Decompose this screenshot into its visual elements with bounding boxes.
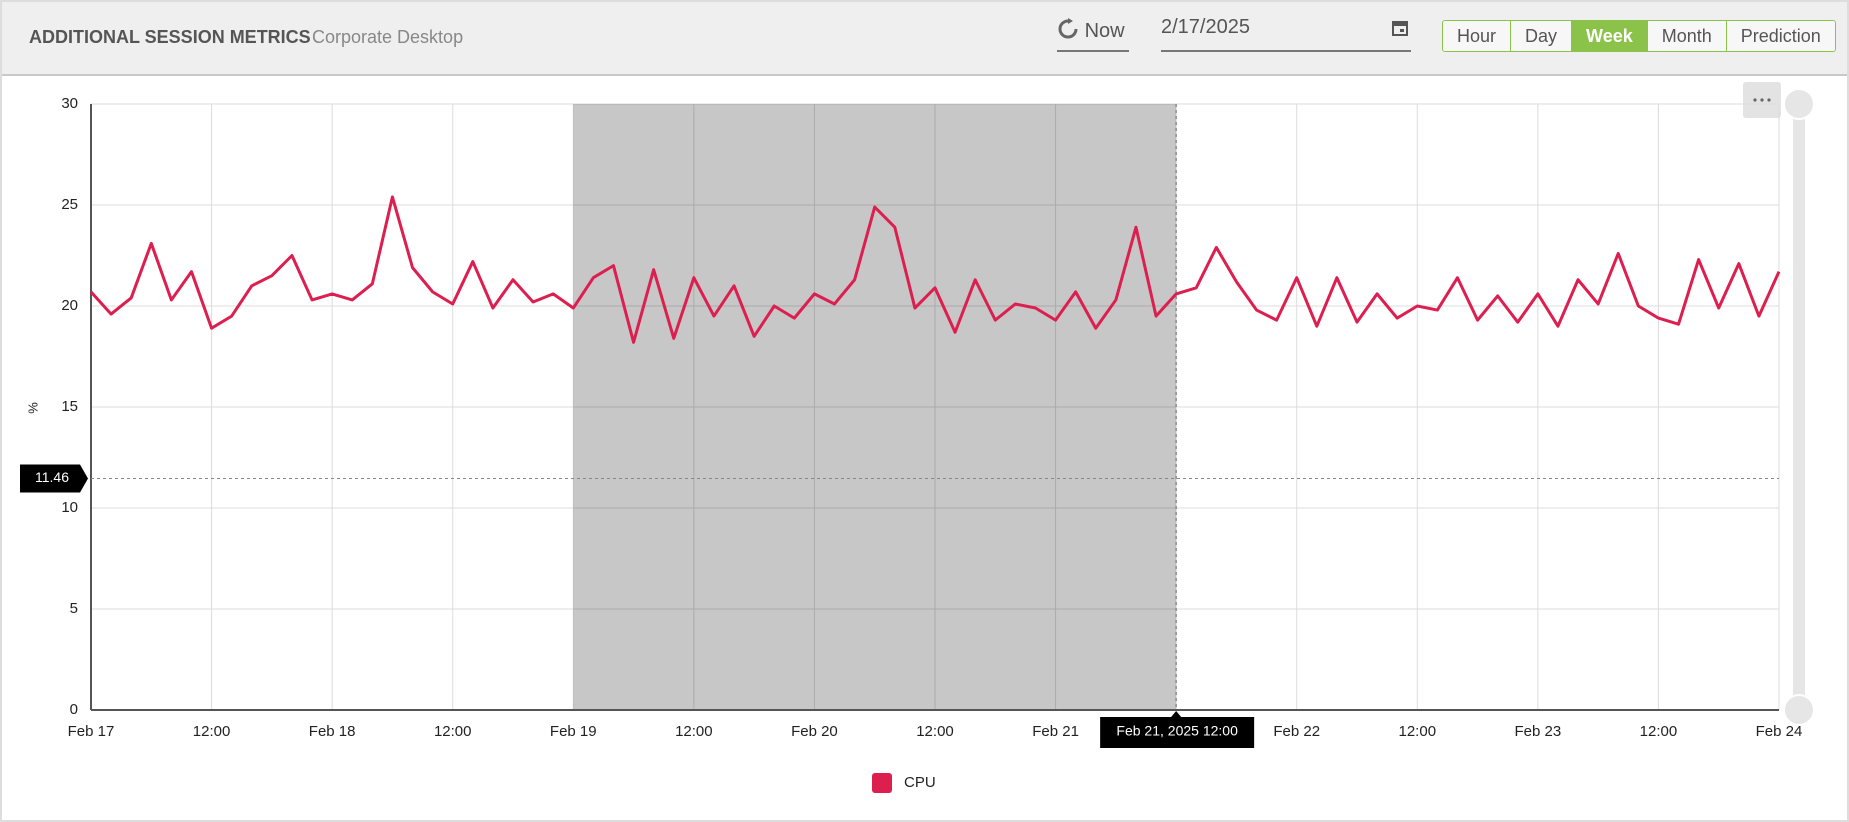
y-axis-label: % bbox=[25, 402, 40, 414]
refresh-icon bbox=[1058, 18, 1078, 39]
x-tick-label: Feb 17 bbox=[68, 723, 115, 740]
x-tick-label: 12:00 bbox=[916, 723, 954, 740]
legend-swatch bbox=[872, 773, 892, 793]
range-button[interactable]: Week bbox=[1572, 21, 1648, 51]
scroll-handle[interactable] bbox=[1783, 88, 1815, 120]
range-button[interactable]: Month bbox=[1647, 21, 1727, 51]
range-buttons: Hour Day Week Month Prediction bbox=[1442, 20, 1836, 52]
y-tick-label: 10 bbox=[61, 499, 78, 516]
x-tick-label: Feb 21 bbox=[1032, 723, 1079, 740]
series-line bbox=[89, 195, 1781, 344]
crosshair-y-tag bbox=[20, 464, 88, 493]
range-button[interactable]: Day bbox=[1511, 21, 1573, 51]
y-tick-label: 0 bbox=[70, 701, 78, 718]
subtitle: Corporate Desktop bbox=[312, 27, 464, 47]
range-button[interactable]: Hour bbox=[1443, 21, 1512, 51]
crosshair-y-label: 11.46 bbox=[35, 469, 69, 485]
highlight-band bbox=[573, 104, 1177, 710]
crosshair-x-tag bbox=[1100, 711, 1255, 748]
y-tick-label: 5 bbox=[70, 600, 78, 617]
y-tick-label: 15 bbox=[61, 398, 78, 415]
scroll-handle[interactable] bbox=[1783, 694, 1815, 726]
date-value: 2/17/2025 bbox=[1161, 16, 1250, 38]
legend-label: CPU bbox=[904, 774, 936, 791]
y-tick-label: 20 bbox=[61, 297, 78, 314]
x-tick-label: 12:00 bbox=[434, 723, 472, 740]
x-tick-label: Feb 24 bbox=[1756, 723, 1803, 740]
menu-dot bbox=[1753, 98, 1757, 102]
menu-dot bbox=[1760, 98, 1764, 102]
x-tick-label: 12:00 bbox=[193, 723, 231, 740]
menu-dot bbox=[1767, 98, 1771, 102]
y-tick-label: 30 bbox=[61, 95, 78, 112]
range-button[interactable]: Prediction bbox=[1726, 21, 1835, 51]
x-tick-label: Feb 23 bbox=[1515, 723, 1562, 740]
x-tick-label: 12:00 bbox=[1640, 723, 1678, 740]
refresh-label: Now bbox=[1084, 20, 1125, 42]
header: ADDITIONAL SESSION METRICS Corporate Des… bbox=[2, 2, 1847, 76]
x-tick-label: Feb 22 bbox=[1273, 723, 1320, 740]
x-tick-label: Feb 20 bbox=[791, 723, 838, 740]
x-tick-label: Feb 18 bbox=[309, 723, 356, 740]
date-input[interactable]: 2/17/2025 bbox=[1161, 16, 1411, 52]
refresh-button[interactable]: Now bbox=[1057, 18, 1129, 52]
x-tick-label: Feb 19 bbox=[550, 723, 597, 740]
title: ADDITIONAL SESSION METRICS bbox=[29, 27, 311, 47]
scrollbar[interactable] bbox=[1793, 104, 1805, 710]
calendar-icon bbox=[1392, 21, 1408, 36]
x-tick-label: 12:00 bbox=[1399, 723, 1437, 740]
x-tick-label: 12:00 bbox=[675, 723, 713, 740]
crosshair-x-label: Feb 21, 2025 12:00 bbox=[1116, 723, 1238, 739]
y-tick-label: 25 bbox=[61, 196, 78, 213]
